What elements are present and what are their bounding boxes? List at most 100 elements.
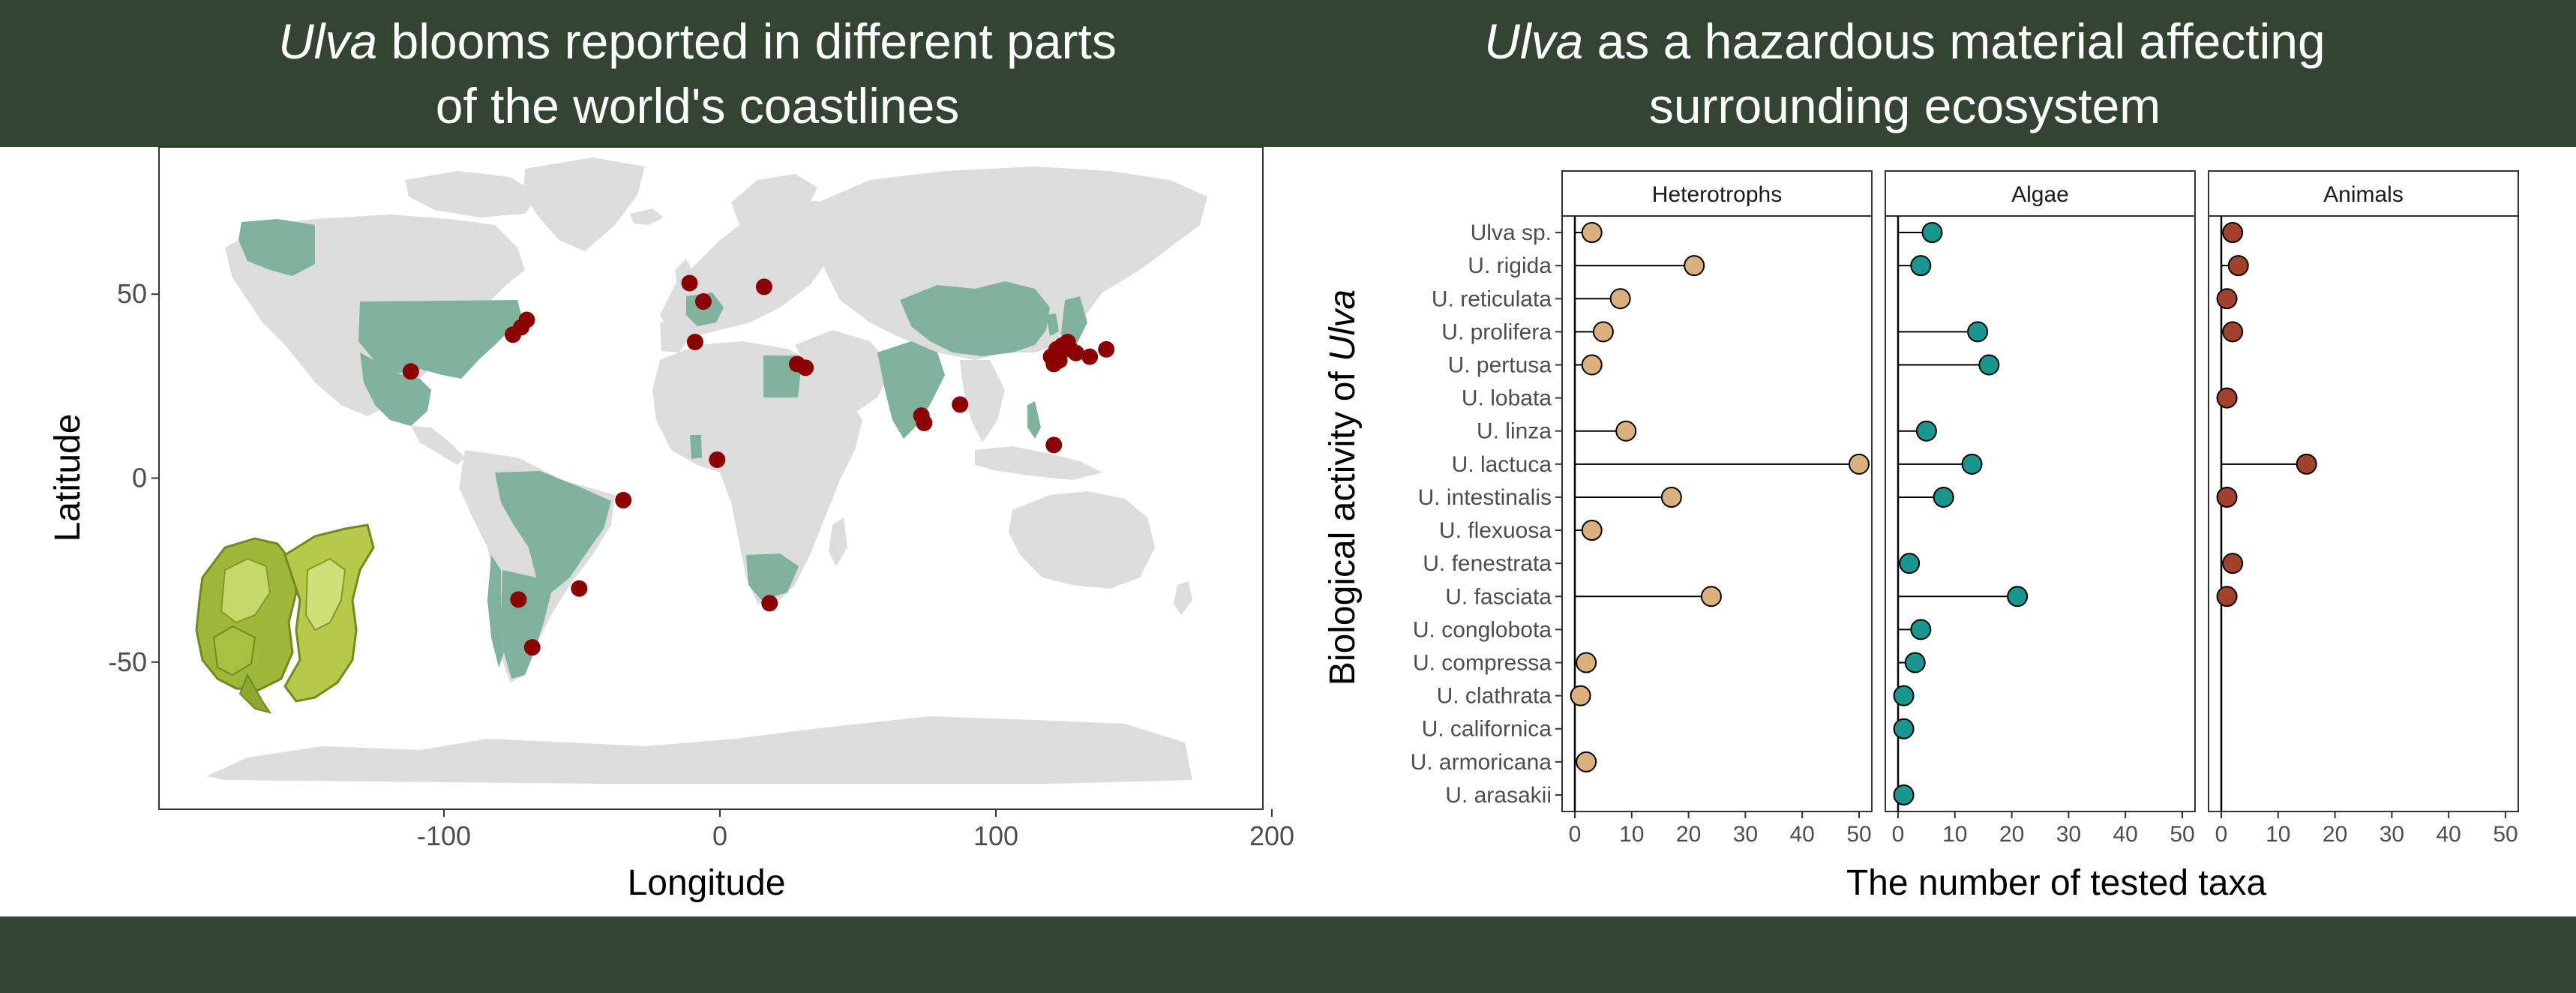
category-label: U. reticulata bbox=[1432, 286, 1552, 311]
landmass-philippines bbox=[1027, 401, 1041, 439]
category-label: U. fasciata bbox=[1445, 584, 1552, 609]
map-y-tick-label: -50 bbox=[108, 646, 147, 677]
facet-x-tick-label: 20 bbox=[2323, 822, 2347, 847]
facet-x-tick-label: 50 bbox=[1846, 822, 1871, 847]
lollipop-head bbox=[1581, 520, 1603, 542]
bloom-point bbox=[1067, 344, 1084, 362]
category-label: U. clathrata bbox=[1437, 684, 1552, 709]
facet-x-tick-label: 40 bbox=[2437, 822, 2461, 847]
lollipop-head bbox=[1967, 321, 1989, 343]
facet-x-tick-label: 50 bbox=[2493, 822, 2518, 847]
lollipop-head bbox=[2296, 453, 2317, 475]
lollipop-head bbox=[1660, 486, 1682, 508]
facet-plot-area bbox=[1561, 215, 1873, 812]
lollipop-head bbox=[1893, 718, 1915, 740]
facet-strip-label: Heterotrophs bbox=[1652, 182, 1782, 207]
bloom-point bbox=[797, 359, 814, 376]
bloom-point bbox=[615, 491, 632, 508]
facet-x-tick-label: 0 bbox=[1569, 822, 1582, 847]
bloom-point bbox=[510, 591, 527, 608]
facet-x-tick-label: 10 bbox=[2266, 822, 2290, 847]
lollipop-head bbox=[2216, 288, 2238, 310]
category-label: U. fenestrata bbox=[1423, 551, 1552, 576]
landmass-madagascar bbox=[829, 518, 847, 566]
lollipop-head bbox=[2222, 553, 2244, 574]
landmass-africa bbox=[652, 341, 862, 604]
bloom-point bbox=[402, 363, 419, 380]
map-x-tick-label: 0 bbox=[712, 820, 727, 851]
lollipop-head bbox=[1915, 420, 1937, 442]
lollipop-head bbox=[1576, 652, 1597, 674]
facet-x-tick-label: 30 bbox=[1733, 822, 1758, 847]
lollipop-head bbox=[1581, 222, 1603, 244]
lollipop-head bbox=[1581, 354, 1603, 376]
bloom-point bbox=[686, 333, 703, 350]
lollipop-head bbox=[1684, 255, 1705, 277]
lollipop-head bbox=[1978, 354, 2000, 376]
landmass-arctic-islands bbox=[405, 171, 540, 218]
landmass-australia bbox=[1009, 491, 1155, 589]
facet-x-tick-label: 10 bbox=[1619, 822, 1644, 847]
facet-x-tick-label: 0 bbox=[1892, 822, 1905, 847]
map-x-tick-label: -100 bbox=[417, 820, 471, 851]
facet-x-tick-label: 20 bbox=[1999, 822, 2024, 847]
bloom-point bbox=[681, 274, 698, 292]
landmass-ghana bbox=[690, 435, 702, 459]
map-title: Ulva blooms reported in different parts … bbox=[172, 9, 1222, 138]
lollipop-head bbox=[2007, 586, 2029, 608]
landmass-india bbox=[877, 341, 945, 439]
landmass-new-zealand bbox=[1174, 581, 1192, 615]
category-label: U. arasakii bbox=[1445, 783, 1552, 808]
bloom-point bbox=[694, 293, 712, 310]
lollipop-head bbox=[1700, 586, 1722, 608]
facet-heterotrophs: Heterotrophs 0 10 20 30 40 50 bbox=[1561, 170, 1873, 847]
lollipop-x-axis-title: The number of tested taxa bbox=[1846, 863, 2267, 903]
lollipop-title-rest: as a hazardous material affecting bbox=[1583, 14, 2326, 69]
lollipop-head bbox=[1615, 420, 1637, 442]
category-label: U. californica bbox=[1422, 717, 1552, 742]
title-band bbox=[0, 0, 2576, 147]
bloom-point bbox=[916, 414, 933, 431]
facet-plot-area bbox=[2208, 215, 2519, 812]
category-label: U. prolifera bbox=[1441, 320, 1552, 344]
landmass-middle-east bbox=[795, 330, 892, 412]
bloom-point bbox=[709, 451, 726, 468]
bloom-point bbox=[1081, 348, 1099, 365]
lollipop-head bbox=[1849, 453, 1870, 475]
map-axes: -100 0 100 200 50 0 -50 bbox=[108, 278, 1294, 851]
lollipop-head bbox=[1893, 685, 1915, 706]
map-y-axis-title: Latitude bbox=[48, 414, 88, 542]
landmass-antarctica bbox=[206, 716, 1192, 784]
map-title-italic: Ulva bbox=[278, 14, 378, 69]
facet-x-tick-label: 30 bbox=[2380, 822, 2404, 847]
bloom-point bbox=[523, 639, 541, 656]
landmass-iceland bbox=[630, 208, 664, 225]
facet-x-tick-label: 40 bbox=[2113, 822, 2138, 847]
facet-x-tick-label: 10 bbox=[1942, 822, 1967, 847]
bloom-point bbox=[761, 595, 778, 612]
lollipop-title-italic: Ulva bbox=[1484, 14, 1584, 69]
category-label: U. lobata bbox=[1462, 386, 1552, 411]
lollipop-y-axis-title: Biological activity of Ulva bbox=[1323, 290, 1363, 686]
bloom-point bbox=[1045, 436, 1063, 454]
landmass-south-africa bbox=[746, 554, 799, 600]
lollipop-head bbox=[1570, 685, 1591, 706]
lollipop-head bbox=[2222, 321, 2244, 343]
category-labels: Ulva sp. U. rigida U. reticulata U. prolife… bbox=[1411, 220, 1562, 808]
bloom-point bbox=[1051, 352, 1068, 369]
landmass-usa bbox=[358, 300, 521, 379]
lollipop-head bbox=[1904, 652, 1926, 674]
bloom-point bbox=[1098, 340, 1115, 358]
lollipop-head bbox=[2222, 222, 2244, 244]
category-label: Ulva sp. bbox=[1471, 220, 1552, 245]
facet-x-tick-label: 40 bbox=[1790, 822, 1815, 847]
bloom-point bbox=[755, 278, 772, 296]
category-label: U. linza bbox=[1477, 419, 1552, 444]
landmass-korea bbox=[1046, 314, 1059, 336]
landmass-greenland bbox=[523, 158, 645, 251]
lollipop-head bbox=[2216, 586, 2238, 608]
bloom-point bbox=[571, 580, 588, 597]
facet-strip-label: Animals bbox=[2323, 182, 2404, 207]
bloom-points bbox=[402, 274, 1115, 656]
lollipop-head bbox=[1961, 453, 1983, 475]
